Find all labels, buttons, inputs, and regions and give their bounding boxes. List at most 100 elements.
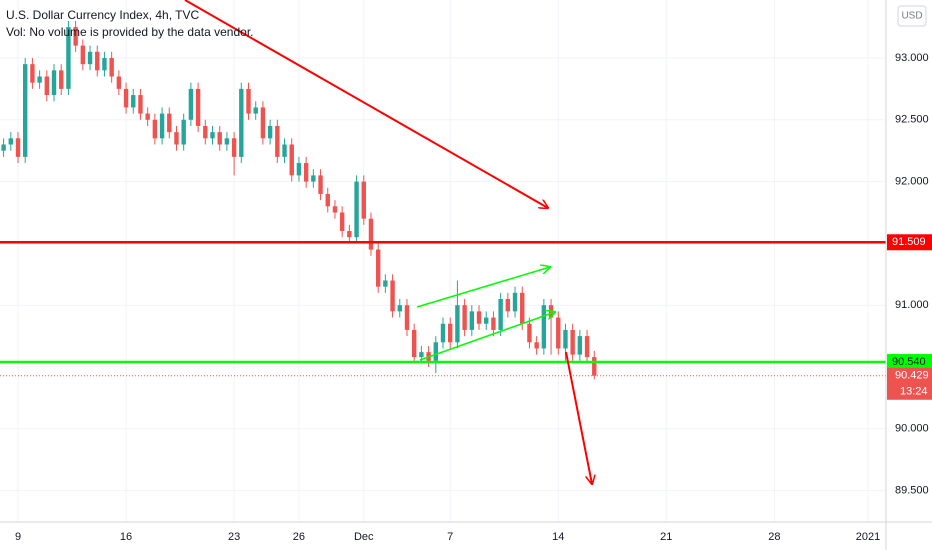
candle-body (30, 64, 35, 83)
level-label: 91.509 (892, 236, 926, 248)
candle-body (116, 76, 122, 89)
candle-body (361, 181, 366, 219)
candle-body (80, 45, 86, 65)
x-tick-label: Dec (354, 531, 374, 543)
x-tick-label: 7 (447, 531, 453, 543)
candle-body (325, 193, 330, 207)
candle-body (102, 57, 107, 71)
channel-upper (416, 267, 550, 308)
candle-body (87, 51, 93, 65)
y-tick-label: 92.000 (895, 175, 929, 187)
candle-body (66, 27, 71, 89)
y-tick-label: 92.500 (895, 114, 929, 126)
candle-body (131, 95, 136, 108)
candle-body (8, 138, 14, 145)
x-tick-label: 21 (660, 531, 672, 543)
candle-body (246, 88, 251, 114)
candle-body (397, 305, 402, 312)
candle-body (347, 231, 352, 238)
candle-body (484, 317, 489, 324)
candle-body (282, 144, 287, 157)
candle-body (534, 342, 539, 349)
chart-subtitle: Vol: No volume is provided by the data v… (6, 25, 253, 39)
candle-body (462, 305, 467, 330)
candle-body (188, 88, 194, 120)
candle-body (433, 342, 438, 361)
candle-body (368, 218, 374, 250)
candle-body (181, 119, 186, 145)
candle-body (95, 51, 100, 71)
candle-body (556, 317, 561, 349)
candle-body (419, 352, 424, 358)
candle-body (318, 175, 323, 194)
candle-body (275, 125, 280, 157)
candle-body (203, 125, 208, 139)
candle-body (520, 292, 525, 324)
trend-arrow (184, 0, 548, 208)
candle-body (59, 70, 64, 89)
candle-body (332, 206, 338, 213)
candle-body (167, 113, 172, 133)
candle-body (563, 329, 568, 349)
candle-body (311, 175, 316, 182)
candle-body (498, 299, 503, 330)
candle-body (375, 249, 381, 287)
candle-body (231, 138, 237, 157)
candle-body (37, 76, 42, 83)
x-tick-label: 26 (293, 531, 305, 543)
candle-body (253, 107, 258, 114)
candle-body (109, 57, 114, 77)
x-tick-label: 14 (552, 531, 564, 543)
candle-body (440, 323, 446, 343)
x-tick-label: 9 (15, 531, 21, 543)
x-tick-label: 23 (228, 531, 240, 543)
countdown-label: 13:24 (900, 386, 928, 398)
candle-body (152, 119, 158, 139)
candle-body (491, 317, 496, 330)
y-tick-label: 91.000 (895, 299, 929, 311)
candle-body (138, 95, 143, 114)
candle-body (541, 305, 547, 349)
candle-body (548, 305, 554, 318)
candle-body (390, 280, 395, 312)
candle-body (296, 163, 302, 176)
candle-body (267, 125, 273, 139)
candle-body (339, 212, 345, 232)
candle-body (123, 88, 129, 108)
candle-body (411, 329, 417, 358)
currency-label: USD (901, 11, 922, 22)
candle-body (570, 329, 575, 355)
candle-body (404, 305, 410, 330)
candle-body (195, 88, 201, 126)
candle-body (289, 144, 294, 176)
candle-body (51, 70, 57, 96)
candle-body (44, 76, 50, 96)
y-tick-label: 93.000 (895, 52, 929, 64)
chart-title: U.S. Dollar Currency Index, 4h, TVC (6, 8, 200, 22)
candle-body (354, 181, 359, 238)
candle-body (73, 27, 78, 46)
candle-body (527, 323, 532, 343)
candle-body (505, 299, 511, 312)
candle-body (383, 280, 388, 287)
candle-body (224, 138, 230, 145)
candle-body (1, 144, 6, 151)
candle-body (159, 113, 165, 139)
candle-body (15, 138, 21, 157)
candle-body (448, 323, 453, 343)
candle-body (303, 163, 309, 182)
candle-body (469, 311, 475, 330)
last-price-label: 90.429 (895, 370, 929, 382)
x-tick-label: 28 (768, 531, 780, 543)
candle-body (174, 132, 179, 145)
candle-body (210, 132, 215, 139)
x-tick-label: 2021 (856, 531, 880, 543)
level-marker (887, 234, 932, 251)
candle-body (455, 305, 460, 343)
channel-lower (419, 312, 555, 361)
candle-body (23, 64, 28, 157)
candle-body (217, 132, 222, 145)
y-tick-label: 90.000 (895, 423, 929, 435)
currency-button[interactable] (897, 5, 927, 27)
